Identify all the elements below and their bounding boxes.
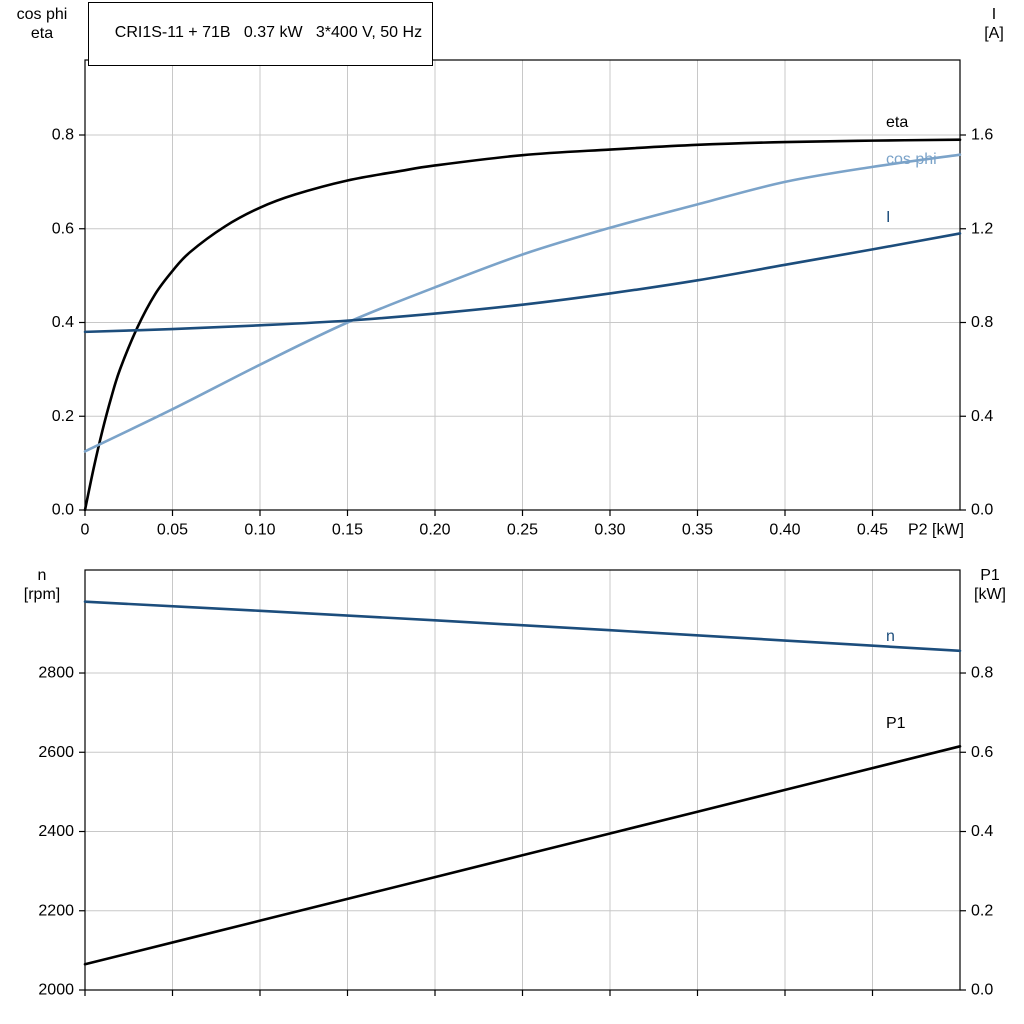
left-tick-label: 0.0 xyxy=(52,502,74,519)
axis-label-speed: n xyxy=(37,567,47,584)
x-tick-label: 0.20 xyxy=(419,522,450,539)
left-tick-label: 2000 xyxy=(38,982,74,999)
left-tick-label: 2600 xyxy=(38,744,74,761)
curve-I xyxy=(83,232,962,334)
curve-label-cos-phi: cos phi xyxy=(886,151,937,168)
right-tick-label: 0.6 xyxy=(971,744,993,761)
axis-label-cos-phi: cos phi xyxy=(16,6,68,23)
curve-label-I: I xyxy=(886,209,890,226)
right-tick-label: 0.2 xyxy=(971,902,993,919)
axis-label-speed-unit: [rpm] xyxy=(23,586,61,603)
left-tick-label: 0.8 xyxy=(52,127,74,144)
plot-frame xyxy=(84,569,961,991)
x-tick-label: 0.45 xyxy=(857,522,888,539)
curve-label-eta: eta xyxy=(886,114,908,131)
right-tick-label: 0.4 xyxy=(971,823,993,840)
left-tick-label: 2200 xyxy=(38,902,74,919)
right-tick-label: 0.0 xyxy=(971,502,993,519)
axis-label-current-unit: [A] xyxy=(984,25,1004,42)
x-tick-label: 0.40 xyxy=(769,522,800,539)
left-tick-label: 0.6 xyxy=(52,220,74,237)
axis-label-p1: P1 xyxy=(980,567,1000,584)
bottom-chart: 2000 2200 2400 2600 2800 0.0 0.2 0.4 0.6 0.8 n P1 xyxy=(38,569,993,999)
chart-title-box: CRI1S-11 + 71B 0.37 kW 3*400 V, 50 Hz xyxy=(88,2,434,66)
left-tick-label: 0.4 xyxy=(52,314,74,331)
left-tick-label: 2800 xyxy=(38,665,74,682)
chart-title: CRI1S-11 + 71B 0.37 kW 3*400 V, 50 Hz xyxy=(114,24,423,41)
x-tick-label: 0.30 xyxy=(594,522,625,539)
top-chart-right-axis-title: I [A] xyxy=(970,5,1018,43)
bottom-chart-right-axis-title: P1 [kW] xyxy=(962,566,1018,604)
right-tick-label: 1.6 xyxy=(971,127,993,144)
x-tick-label: 0.05 xyxy=(157,522,188,539)
top-chart-left-axis-title: cos phi eta xyxy=(6,5,78,43)
curve-label-P1: P1 xyxy=(886,715,906,732)
top-chart: 0 0.05 0.10 0.15 0.20 0.25 0.30 0.35 0.40 0.45 0.0… xyxy=(52,59,993,539)
right-tick-label: 0.8 xyxy=(971,314,993,331)
x-tick-label: 0.25 xyxy=(507,522,538,539)
right-tick-label: 0.0 xyxy=(971,982,993,999)
curve-label-n: n xyxy=(886,628,895,645)
bottom-chart-left-axis-title: n [rpm] xyxy=(6,566,78,604)
right-tick-label: 1.2 xyxy=(971,220,993,237)
x-tick-label: 0.10 xyxy=(244,522,275,539)
right-tick-label: 0.8 xyxy=(971,665,993,682)
curve-eta xyxy=(83,138,962,512)
curve-cos-phi xyxy=(83,153,962,453)
axis-label-current: I xyxy=(991,6,997,23)
x-tick-label: 0.35 xyxy=(682,522,713,539)
plot-frame xyxy=(84,59,961,511)
x-axis-label: P2 [kW] xyxy=(908,522,964,539)
axis-label-p1-unit: [kW] xyxy=(974,586,1006,603)
x-tick-label: 0 xyxy=(81,522,90,539)
right-tick-label: 0.4 xyxy=(971,408,993,425)
axis-label-eta: eta xyxy=(30,25,54,42)
curve-n xyxy=(83,600,962,653)
x-tick-label: 0.15 xyxy=(332,522,363,539)
left-tick-label: 2400 xyxy=(38,823,74,840)
left-tick-label: 0.2 xyxy=(52,408,74,425)
curve-P1 xyxy=(83,745,962,966)
